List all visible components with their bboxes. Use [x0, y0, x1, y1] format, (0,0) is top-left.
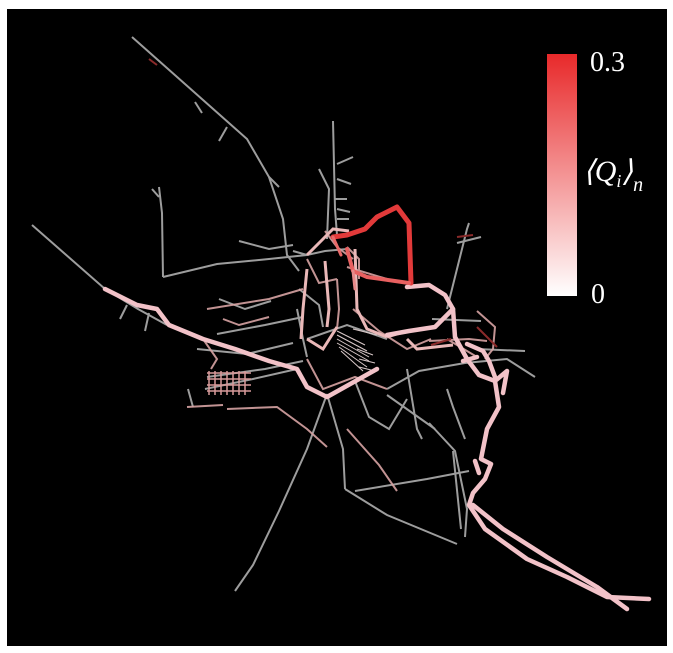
- low-flow-roads: [31, 36, 536, 592]
- colorbar-title-index: i: [616, 171, 622, 191]
- colorbar-title-open: ⟨: [583, 155, 595, 188]
- center-fan-roads: [336, 328, 378, 372]
- dark-red-roads: [148, 58, 498, 348]
- figure-canvas: 0.3 0 ⟨Qi⟩n: [7, 9, 667, 646]
- colorbar-title: ⟨Qi⟩n: [583, 155, 644, 196]
- main-roads: [299, 227, 454, 352]
- high-flow-corridors: [102, 282, 652, 612]
- colorbar-title-sub: n: [633, 174, 644, 196]
- colorbar-min-label: 0: [591, 279, 605, 310]
- medium-flow-roads: [186, 230, 497, 492]
- colorbar-gradient: [547, 54, 577, 296]
- colorbar-max-label: 0.3: [590, 47, 625, 78]
- colorbar-title-symbol: Q: [594, 155, 617, 188]
- road-network-map: [31, 36, 652, 612]
- max-flow-loop: [330, 204, 414, 291]
- colorbar: [547, 54, 577, 296]
- grid-district: [207, 371, 251, 395]
- colorbar-title-close: ⟩: [621, 155, 634, 188]
